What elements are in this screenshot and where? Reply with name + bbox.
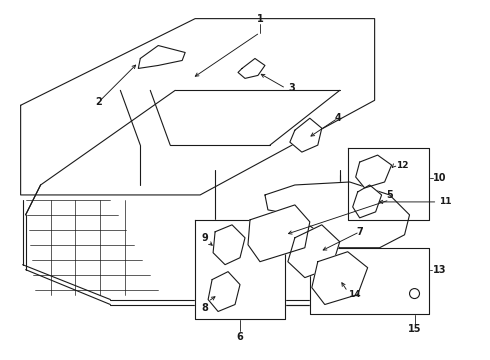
Text: 4: 4 <box>334 113 341 123</box>
Polygon shape <box>195 220 285 319</box>
Polygon shape <box>288 225 340 278</box>
Text: 10: 10 <box>433 173 446 183</box>
Polygon shape <box>312 252 368 305</box>
Polygon shape <box>213 225 245 265</box>
Polygon shape <box>138 45 185 68</box>
Polygon shape <box>21 19 375 195</box>
Polygon shape <box>356 155 392 188</box>
Polygon shape <box>290 118 322 152</box>
Text: 8: 8 <box>202 302 209 312</box>
Polygon shape <box>353 185 382 218</box>
Polygon shape <box>248 205 310 262</box>
Text: 9: 9 <box>202 233 208 243</box>
Polygon shape <box>265 182 410 248</box>
Circle shape <box>410 289 419 298</box>
Text: 14: 14 <box>348 290 360 299</box>
Text: 7: 7 <box>356 227 363 237</box>
Text: 1: 1 <box>257 14 263 24</box>
Text: 11: 11 <box>440 197 452 206</box>
Text: 5: 5 <box>386 190 393 200</box>
Text: 12: 12 <box>395 161 408 170</box>
Polygon shape <box>208 272 240 311</box>
Text: 2: 2 <box>95 97 102 107</box>
Text: 15: 15 <box>408 324 421 334</box>
Polygon shape <box>238 58 265 78</box>
Text: 3: 3 <box>289 84 295 93</box>
Text: 13: 13 <box>433 265 446 275</box>
Polygon shape <box>310 248 429 315</box>
Text: 6: 6 <box>237 332 244 342</box>
Polygon shape <box>348 148 429 220</box>
